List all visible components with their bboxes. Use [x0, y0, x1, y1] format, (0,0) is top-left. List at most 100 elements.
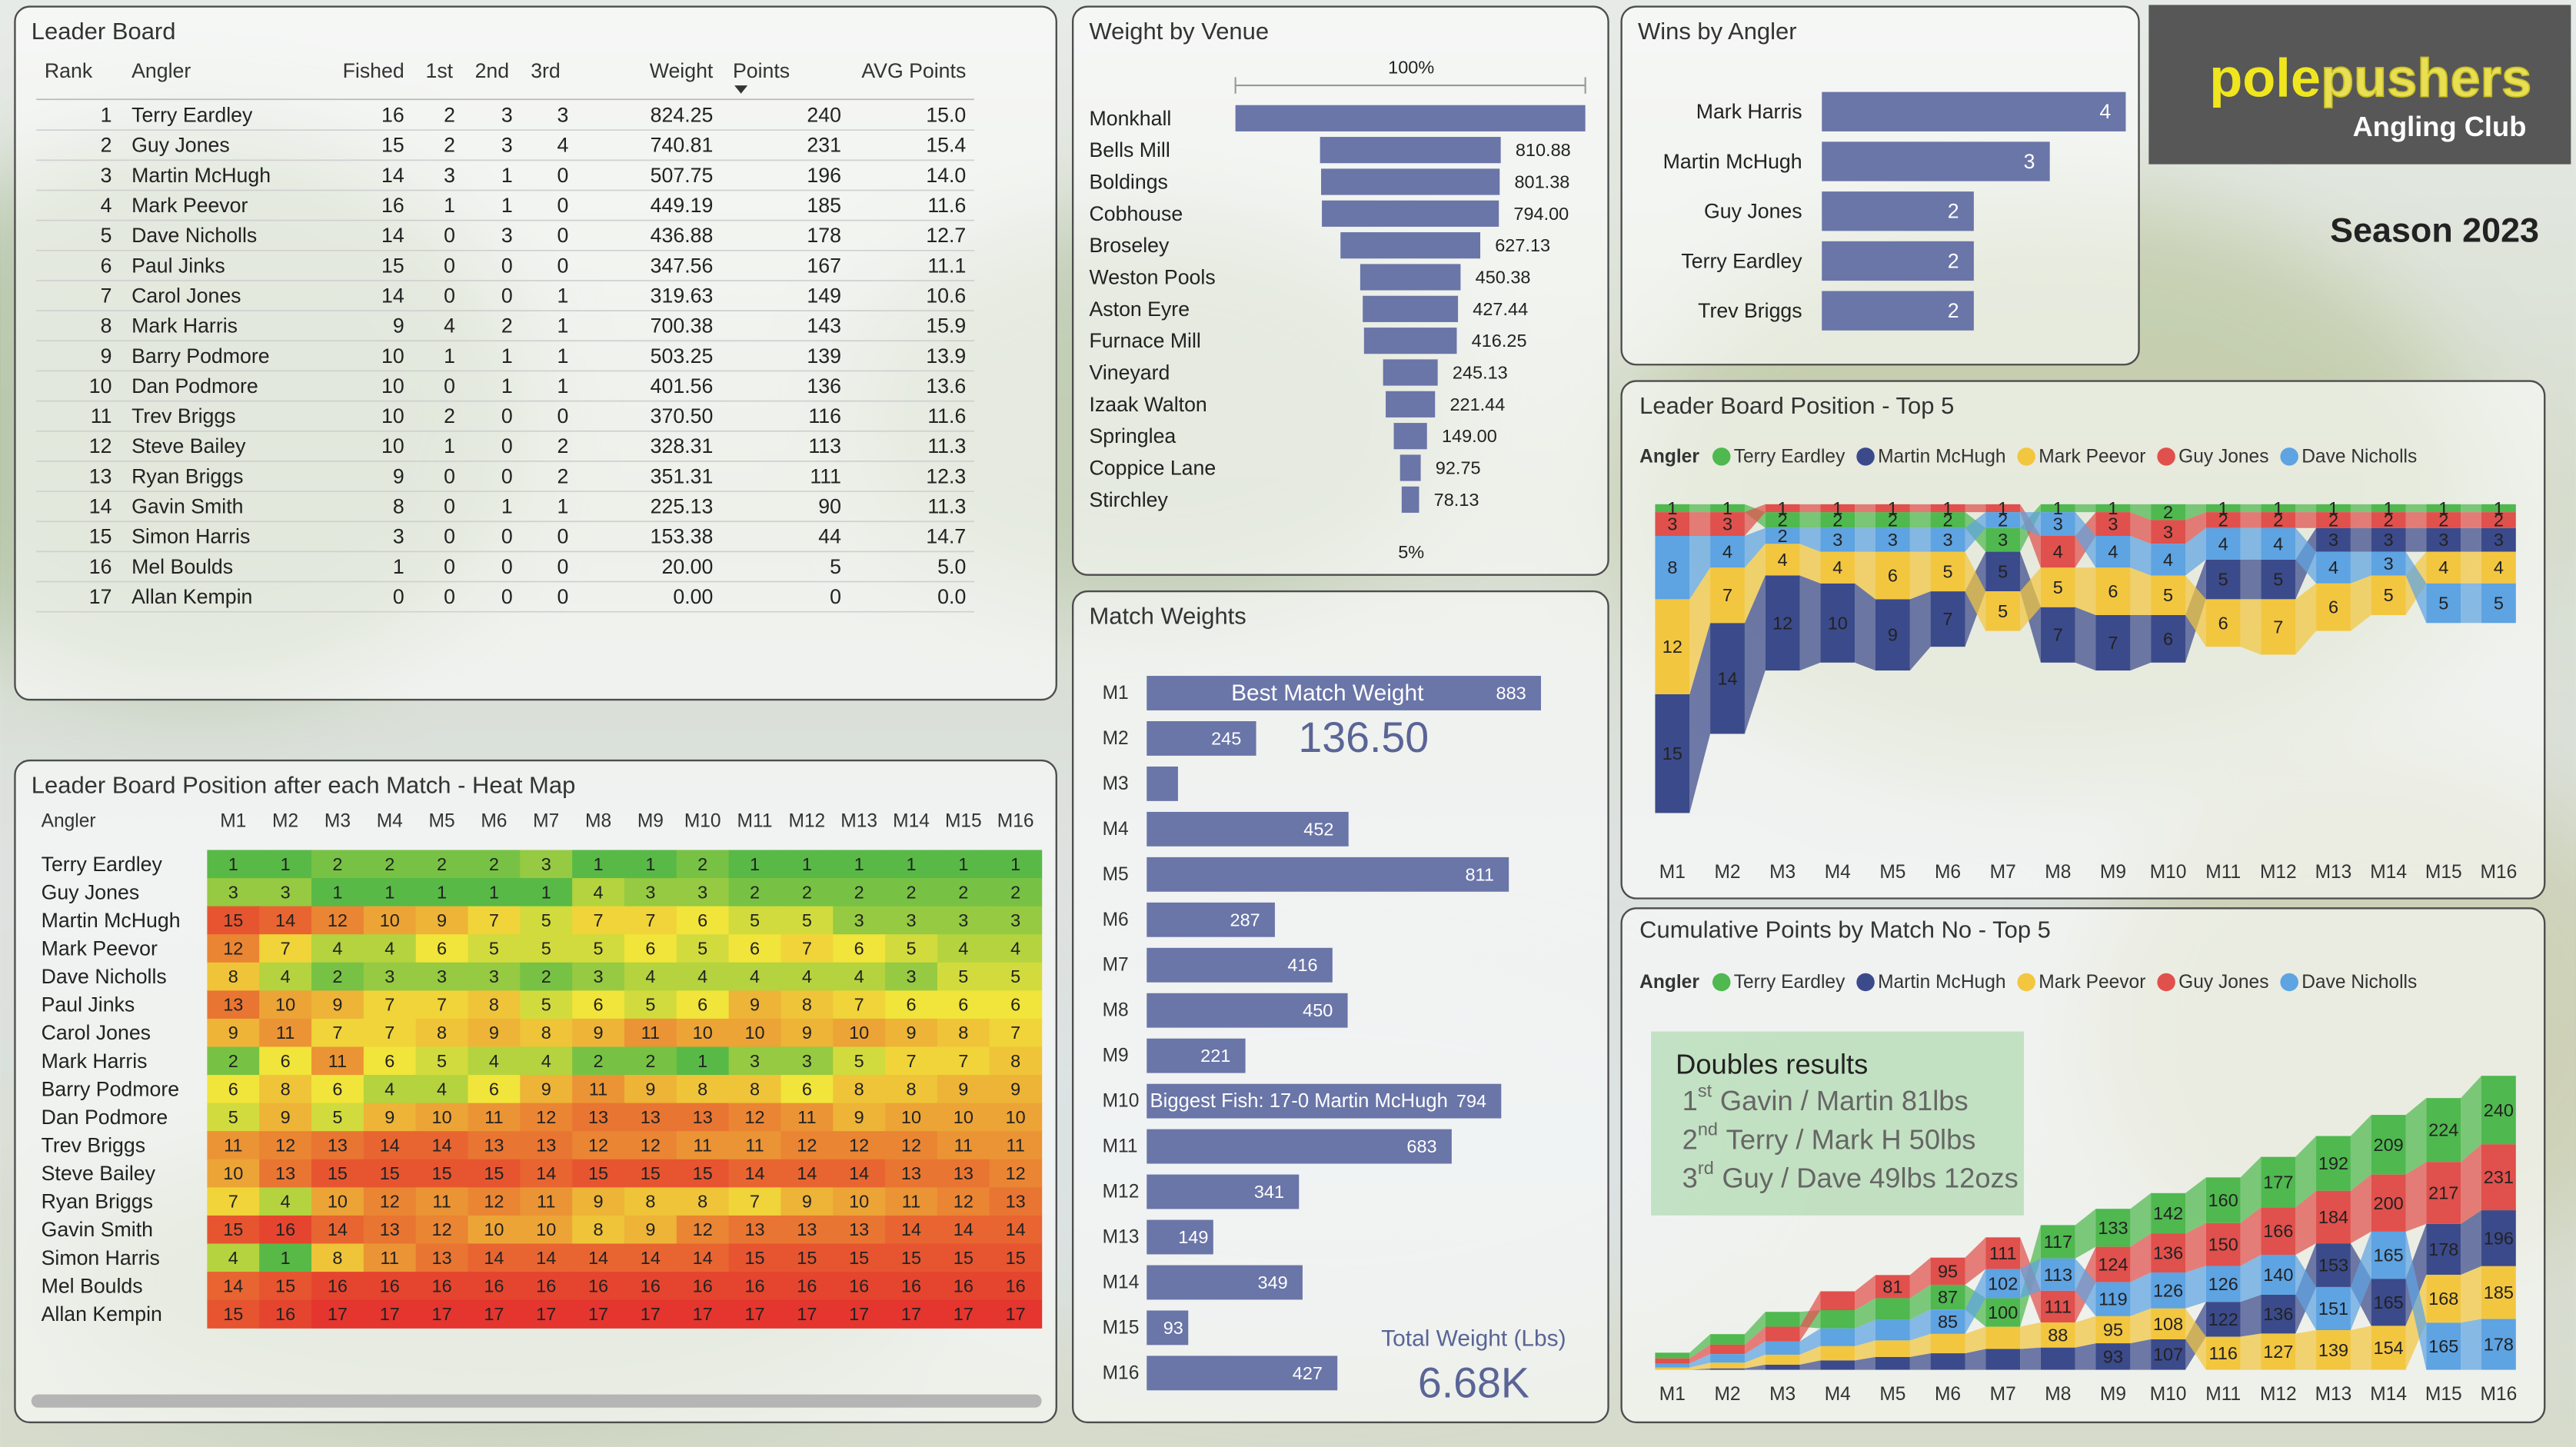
ribbon-segment [1820, 1346, 1855, 1361]
table-cell: 0 [501, 254, 513, 277]
ribbon [2350, 575, 2371, 631]
heat-value: 14 [744, 1163, 764, 1183]
heat-value: 15 [275, 1276, 295, 1296]
heat-value: 5 [750, 910, 760, 930]
heat-value: 2 [228, 1051, 238, 1071]
heat-cell [624, 1018, 677, 1048]
heat-value: 15 [901, 1248, 921, 1268]
data-label: 4 [2108, 542, 2118, 562]
ribbon-segment [2481, 1266, 2516, 1319]
table-cell: 0 [557, 224, 568, 247]
bar [1147, 721, 1256, 756]
heat-value: 7 [645, 910, 655, 930]
ribbon-segment [2481, 527, 2516, 552]
heat-value: 17 [797, 1304, 817, 1324]
row-label: Carol Jones [42, 1021, 151, 1044]
column-header: M14 [893, 811, 930, 832]
heat-value: 7 [854, 995, 864, 1015]
ribbon [1965, 1326, 1986, 1354]
heat-value: 10 [275, 995, 295, 1015]
ribbon-segment [2316, 551, 2351, 584]
ribbon [1799, 512, 1821, 528]
x-tick-label: M13 [2315, 1384, 2352, 1405]
ribbon-segment [2095, 504, 2131, 513]
data-label: 6 [2328, 597, 2338, 617]
heat-cell [833, 1299, 886, 1329]
heat-cell [676, 1046, 730, 1076]
heat-cell [989, 934, 1043, 963]
doubles-box [1651, 1031, 2025, 1216]
heat-cell [676, 906, 730, 935]
legend-label: Terry Eardley [1734, 972, 1845, 993]
heat-cell [468, 1187, 521, 1216]
ribbon [2461, 1144, 2481, 1224]
heat-value: 17 [328, 1304, 348, 1324]
ribbon-segment [2205, 559, 2241, 600]
table-cell: 2 [444, 404, 455, 427]
table-cell: 1 [501, 344, 513, 368]
ribbon [1855, 1340, 1875, 1361]
ribbon [1689, 1334, 1711, 1359]
heat-value: 10 [954, 1107, 973, 1127]
bar [1147, 1129, 1452, 1164]
scrollbar[interactable] [31, 1394, 1042, 1408]
heat-value: 8 [281, 1079, 291, 1099]
row-label: Trev Briggs [42, 1133, 145, 1156]
heat-cell [572, 1215, 625, 1245]
heat-value: 14 [588, 1248, 608, 1268]
ribbon [1689, 504, 1711, 513]
data-label: 108 [2153, 1314, 2183, 1334]
ribbon [1855, 551, 1875, 600]
ribbon [1689, 536, 1711, 600]
row-label: Martin McHugh [42, 909, 181, 932]
heat-value: 10 [484, 1219, 504, 1239]
table-cell: 3 [444, 164, 455, 187]
heat-cell [833, 1159, 886, 1188]
heat-value: 14 [275, 910, 295, 930]
heat-value: 1 [750, 854, 760, 874]
legend-label: Martin McHugh [1878, 446, 2005, 467]
data-label: 1 [2273, 498, 2283, 518]
table-cell: 225.13 [651, 495, 714, 518]
heat-cell [520, 1215, 573, 1245]
heat-value: 15 [954, 1248, 973, 1268]
heat-value: 13 [432, 1248, 452, 1268]
heat-value: 14 [536, 1163, 556, 1183]
ribbon [2350, 512, 2371, 528]
data-label: 1 [2494, 498, 2504, 518]
heat-cell [937, 1075, 990, 1104]
ribbon-segment [1765, 512, 1800, 528]
heat-value: 5 [958, 966, 968, 986]
heat-value: 12 [275, 1135, 295, 1155]
heat-value: 11 [276, 1023, 295, 1043]
heat-cell [780, 878, 834, 907]
heat-cell [676, 1075, 730, 1104]
heat-cell [676, 850, 730, 879]
value-label: 794.00 [1513, 204, 1569, 224]
data-label: 3 [1667, 514, 1677, 534]
heat-cell [259, 934, 312, 963]
ribbon [1799, 1360, 1821, 1370]
table-cell: 0 [501, 585, 513, 608]
value-label: 2 [1948, 200, 1959, 223]
heat-cell [572, 1159, 625, 1188]
heat-value: 14 [954, 1219, 973, 1239]
ribbon-segment [1875, 1319, 1910, 1341]
ribbon [2130, 1339, 2152, 1370]
heat-cell [937, 850, 990, 879]
heat-cell [207, 990, 260, 1020]
row-label: Simon Harris [42, 1246, 160, 1269]
heat-cell [676, 1131, 730, 1160]
heat-cell [624, 1272, 677, 1301]
heat-value: 13 [536, 1135, 556, 1155]
heat-cell [207, 1215, 260, 1245]
table-cell: 5.0 [937, 555, 966, 578]
table-cell: 4 [557, 134, 568, 157]
row-label: Steve Bailey [42, 1162, 156, 1185]
heat-value: 1 [281, 1248, 291, 1268]
value-label: 221 [1200, 1046, 1230, 1066]
ribbon [1744, 575, 1766, 734]
heat-cell [728, 962, 782, 991]
table-cell: 14.0 [926, 164, 966, 187]
annotation: Biggest Fish: 17-0 Martin McHugh [1150, 1090, 1448, 1112]
